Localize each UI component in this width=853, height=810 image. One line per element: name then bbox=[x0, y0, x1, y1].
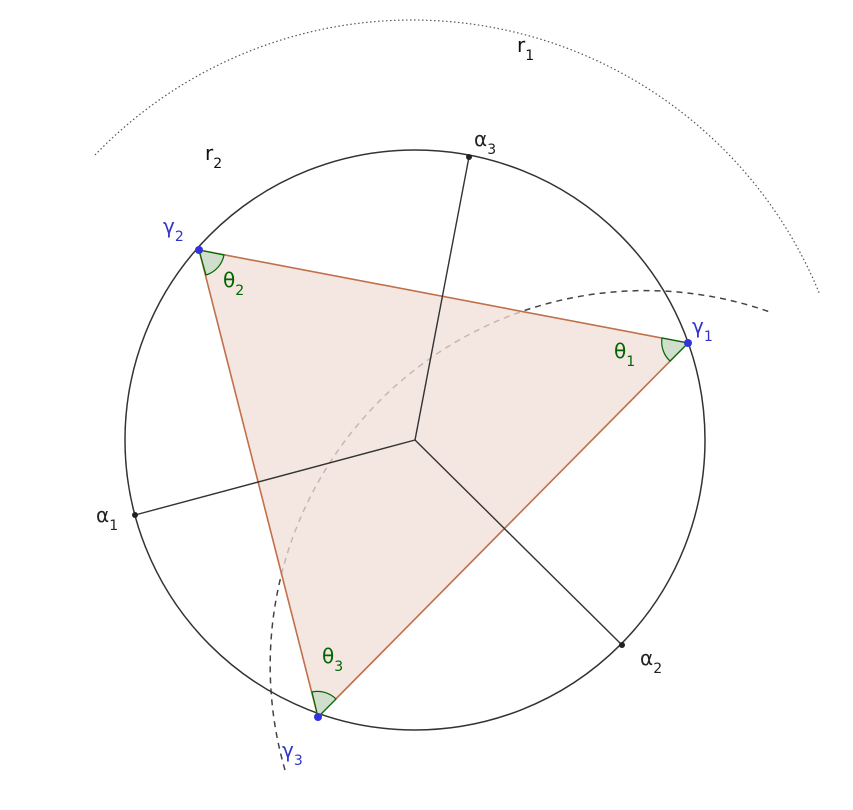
triangle bbox=[197, 248, 690, 719]
point-gamma1 bbox=[684, 339, 692, 347]
label-theta3: θ3 bbox=[322, 644, 343, 675]
label-gamma1: γ1 bbox=[692, 314, 713, 345]
arc-r1 bbox=[94, 19, 821, 296]
label-r1: r1 bbox=[517, 33, 534, 64]
main-circle bbox=[124, 149, 706, 731]
label-r2: r2 bbox=[205, 141, 222, 172]
spoke-alpha3 bbox=[414, 156, 470, 441]
label-gamma2: γ2 bbox=[163, 214, 184, 245]
point-gamma3 bbox=[314, 713, 322, 721]
label-alpha1: α1 bbox=[96, 503, 118, 534]
angle-marker-theta1 bbox=[661, 337, 690, 362]
label-theta1: θ1 bbox=[614, 339, 635, 370]
angle-marker-theta2 bbox=[198, 249, 225, 276]
angle-marker-theta3 bbox=[311, 690, 337, 719]
point-gamma2 bbox=[195, 246, 203, 254]
point-alpha3 bbox=[466, 154, 472, 160]
label-theta2: θ2 bbox=[223, 268, 244, 299]
label-alpha3: α3 bbox=[474, 127, 496, 158]
spoke-alpha2 bbox=[414, 439, 623, 646]
point-alpha1 bbox=[132, 512, 138, 518]
point-alpha2 bbox=[619, 642, 625, 648]
label-gamma3: γ3 bbox=[282, 738, 303, 769]
label-alpha2: α2 bbox=[640, 646, 662, 677]
spoke-alpha1 bbox=[134, 439, 416, 516]
